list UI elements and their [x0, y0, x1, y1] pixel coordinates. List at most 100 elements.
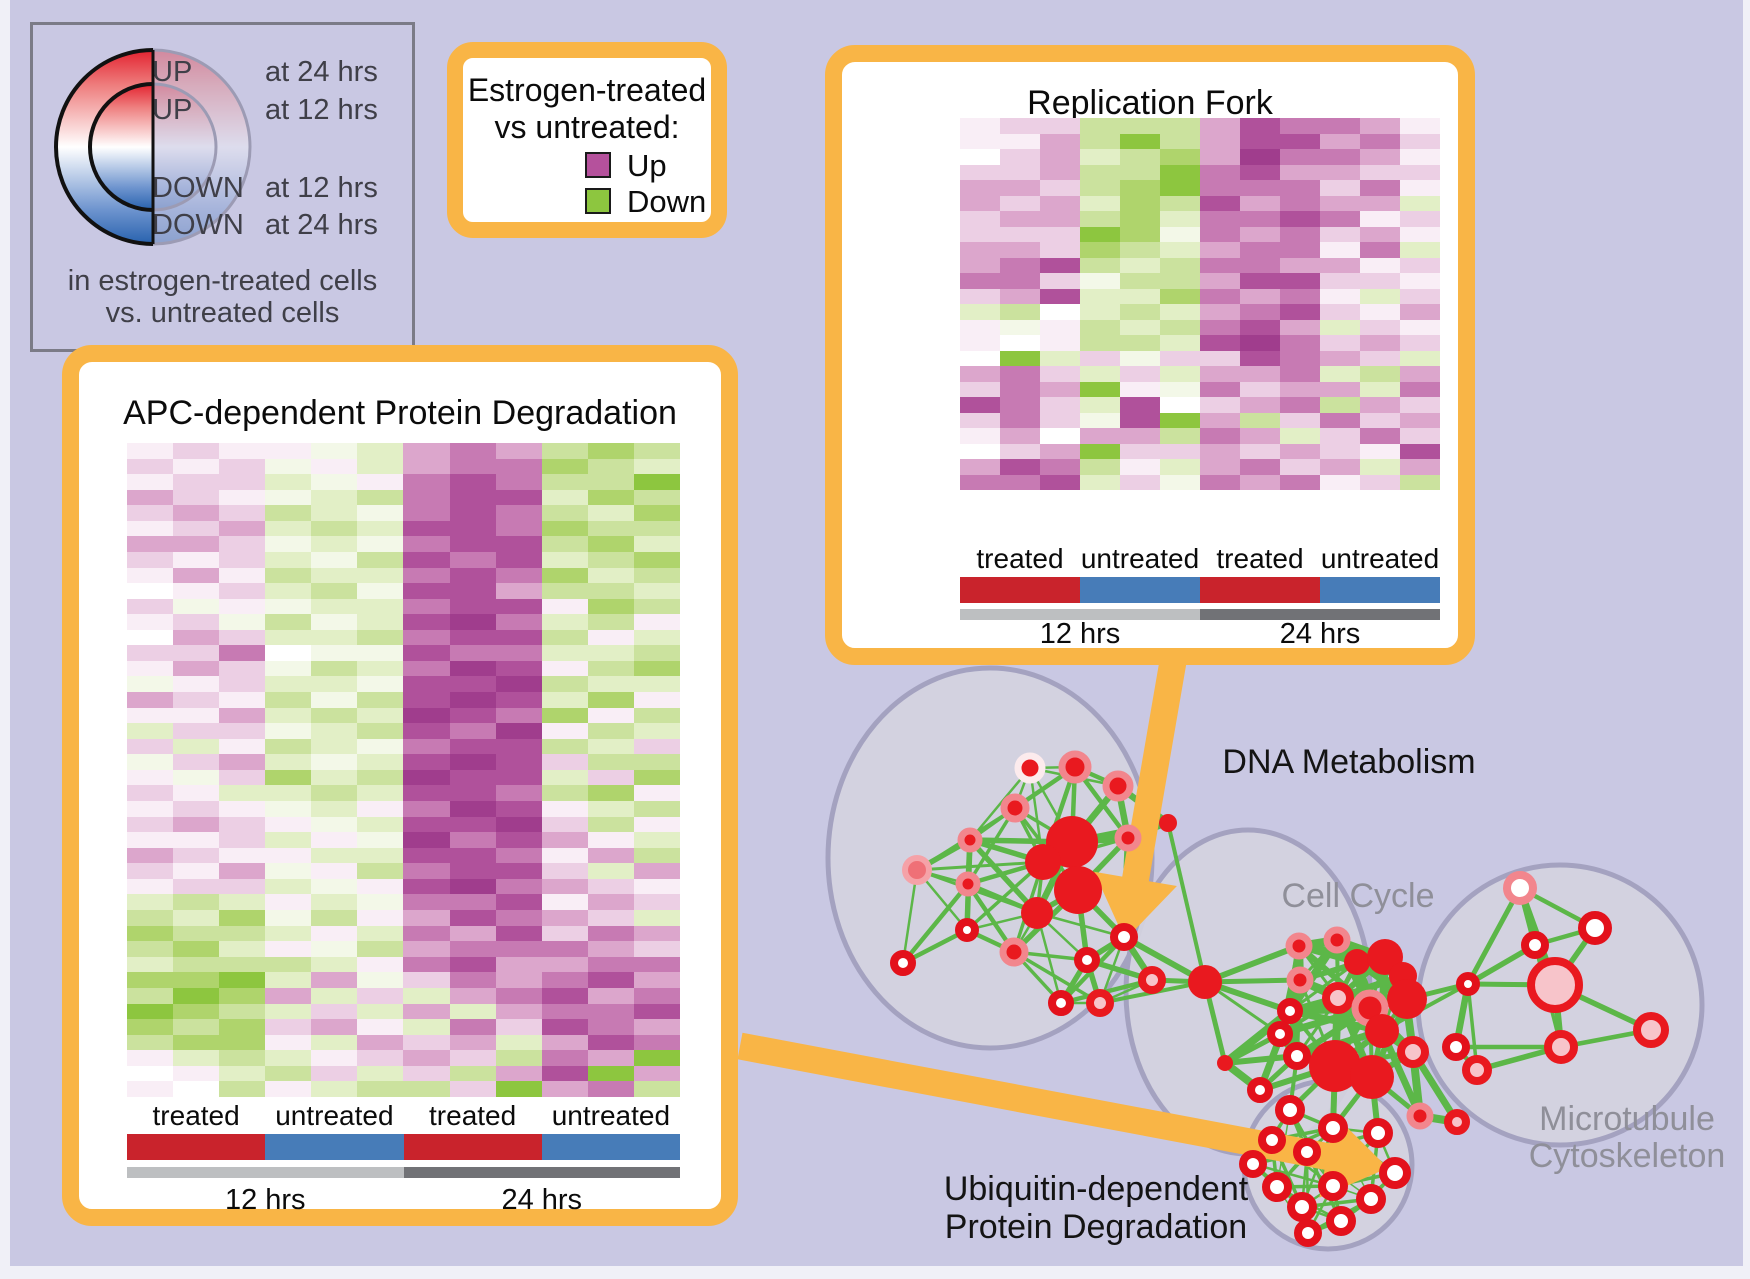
heatmap-cell: [587, 769, 634, 786]
heatmap-cell: [1320, 350, 1360, 366]
heatmap-cell: [1240, 180, 1280, 196]
heatmap-cell: [127, 1050, 174, 1066]
untreated-bar-segment: [1320, 577, 1440, 603]
heatmap-cell: [1040, 319, 1080, 335]
repfork-heatmap: [960, 118, 1440, 490]
heatmap-cell: [633, 987, 680, 1004]
heatmap-cell: [265, 567, 312, 584]
apc-group-treated-12: treated: [152, 1100, 240, 1131]
heatmap-cell: [1080, 195, 1120, 211]
heatmap-cell: [633, 910, 680, 926]
heatmap-cell: [357, 692, 404, 708]
repfork-heatmap-panel: Replication Fork treated untreated treat…: [825, 45, 1475, 665]
heatmap-cell: [1120, 226, 1160, 242]
heatmap-cell: [449, 520, 496, 537]
heatmap-cell: [311, 536, 358, 552]
heatmap-cell: [587, 878, 634, 895]
heatmap-cell: [495, 894, 542, 911]
heatmap-cell: [127, 598, 174, 615]
network-node-ringWhite: [1521, 931, 1549, 959]
heatmap-cell: [449, 801, 496, 817]
heatmap-cell: [541, 598, 588, 615]
heatmap-cell: [541, 987, 588, 1004]
heatmap-cell: [587, 520, 634, 537]
heatmap-cell: [1400, 428, 1440, 444]
heatmap-cell: [449, 987, 496, 1004]
heatmap-cell: [449, 645, 496, 661]
heatmap-cell: [1360, 149, 1400, 165]
heatmap-cell: [403, 894, 450, 911]
heatmap-cell: [357, 925, 404, 942]
heatmap-cell: [1320, 397, 1360, 413]
heatmap-cell: [1280, 366, 1320, 382]
heatmap-cell: [1160, 335, 1200, 351]
heatmap-cell: [357, 489, 404, 506]
heatmap-cell: [311, 1065, 358, 1082]
heatmap-cell: [1120, 397, 1160, 413]
heatmap-cell: [1280, 242, 1320, 258]
heatmap-cell: [403, 801, 450, 817]
heatmap-cell: [127, 1019, 174, 1035]
heatmap-cell: [587, 816, 634, 833]
heatmap-cell: [311, 941, 358, 957]
heatmap-cell: [633, 536, 680, 552]
heatmap-cell: [541, 614, 588, 630]
down-label: Down: [627, 184, 707, 219]
heatmap-cell: [1240, 366, 1280, 382]
network-node-ringPink: [1397, 1036, 1429, 1068]
heatmap-cell: [633, 1065, 680, 1082]
heatmap-cell: [173, 894, 220, 911]
network-node-halo: [955, 871, 981, 897]
network-node-ringWhite: [1110, 923, 1138, 951]
heatmap-cell: [633, 972, 680, 988]
network-bridge-edge: [1465, 886, 1523, 986]
heatmap-cell: [1080, 397, 1120, 413]
heatmap-cell: [1160, 381, 1200, 397]
heatmap-cell: [1320, 366, 1360, 382]
legend-item-up: Up: [463, 148, 711, 183]
heatmap-cell: [1000, 149, 1040, 165]
heatmap-cell: [1040, 133, 1080, 149]
heatmap-cell: [127, 692, 174, 708]
heatmap-cell: [1080, 273, 1120, 289]
heatmap-cell: [1080, 443, 1120, 459]
heatmap-cell: [587, 474, 634, 490]
heatmap-cell: [960, 459, 1000, 475]
heatmap-cell: [1280, 304, 1320, 320]
heatmap-cell: [1000, 133, 1040, 149]
heatmap-cell: [449, 754, 496, 770]
heatmap-cell: [127, 894, 174, 911]
heatmap-cell: [173, 1050, 220, 1066]
heatmap-cell: [1240, 459, 1280, 475]
heatmap-cell: [449, 910, 496, 926]
heatmap-cell: [541, 878, 588, 895]
heatmap-cell: [127, 707, 174, 724]
heatmap-cell: [587, 660, 634, 677]
heatmap-cell: [449, 551, 496, 568]
heatmap-cell: [173, 816, 220, 833]
heatmap-cell: [1360, 211, 1400, 227]
network-node-halo: [957, 827, 983, 853]
heatmap-cell: [403, 941, 450, 957]
network-node-solid: [1021, 897, 1053, 929]
heatmap-cell: [541, 801, 588, 817]
heatmap-cell: [403, 863, 450, 879]
heatmap-cell: [541, 941, 588, 957]
heatmap-cell: [587, 489, 634, 506]
network-node-solid: [1309, 1040, 1361, 1092]
heatmap-cell: [633, 583, 680, 599]
heatmap-cell: [495, 816, 542, 833]
apc-time-24: 24 hrs: [501, 1184, 583, 1216]
heatmap-cell: [495, 801, 542, 817]
repfork-group-untreated-12: untreated: [1080, 543, 1200, 574]
heatmap-cell: [357, 723, 404, 739]
heatmap-cell: [311, 785, 358, 802]
heatmap-cell: [1120, 149, 1160, 165]
repfork-time-12: 12 hrs: [1039, 618, 1121, 650]
heatmap-cell: [1240, 350, 1280, 366]
heatmap-cell: [587, 443, 634, 459]
heatmap-cell: [311, 567, 358, 584]
heatmap-cell: [311, 660, 358, 677]
heatmap-cell: [1280, 226, 1320, 242]
